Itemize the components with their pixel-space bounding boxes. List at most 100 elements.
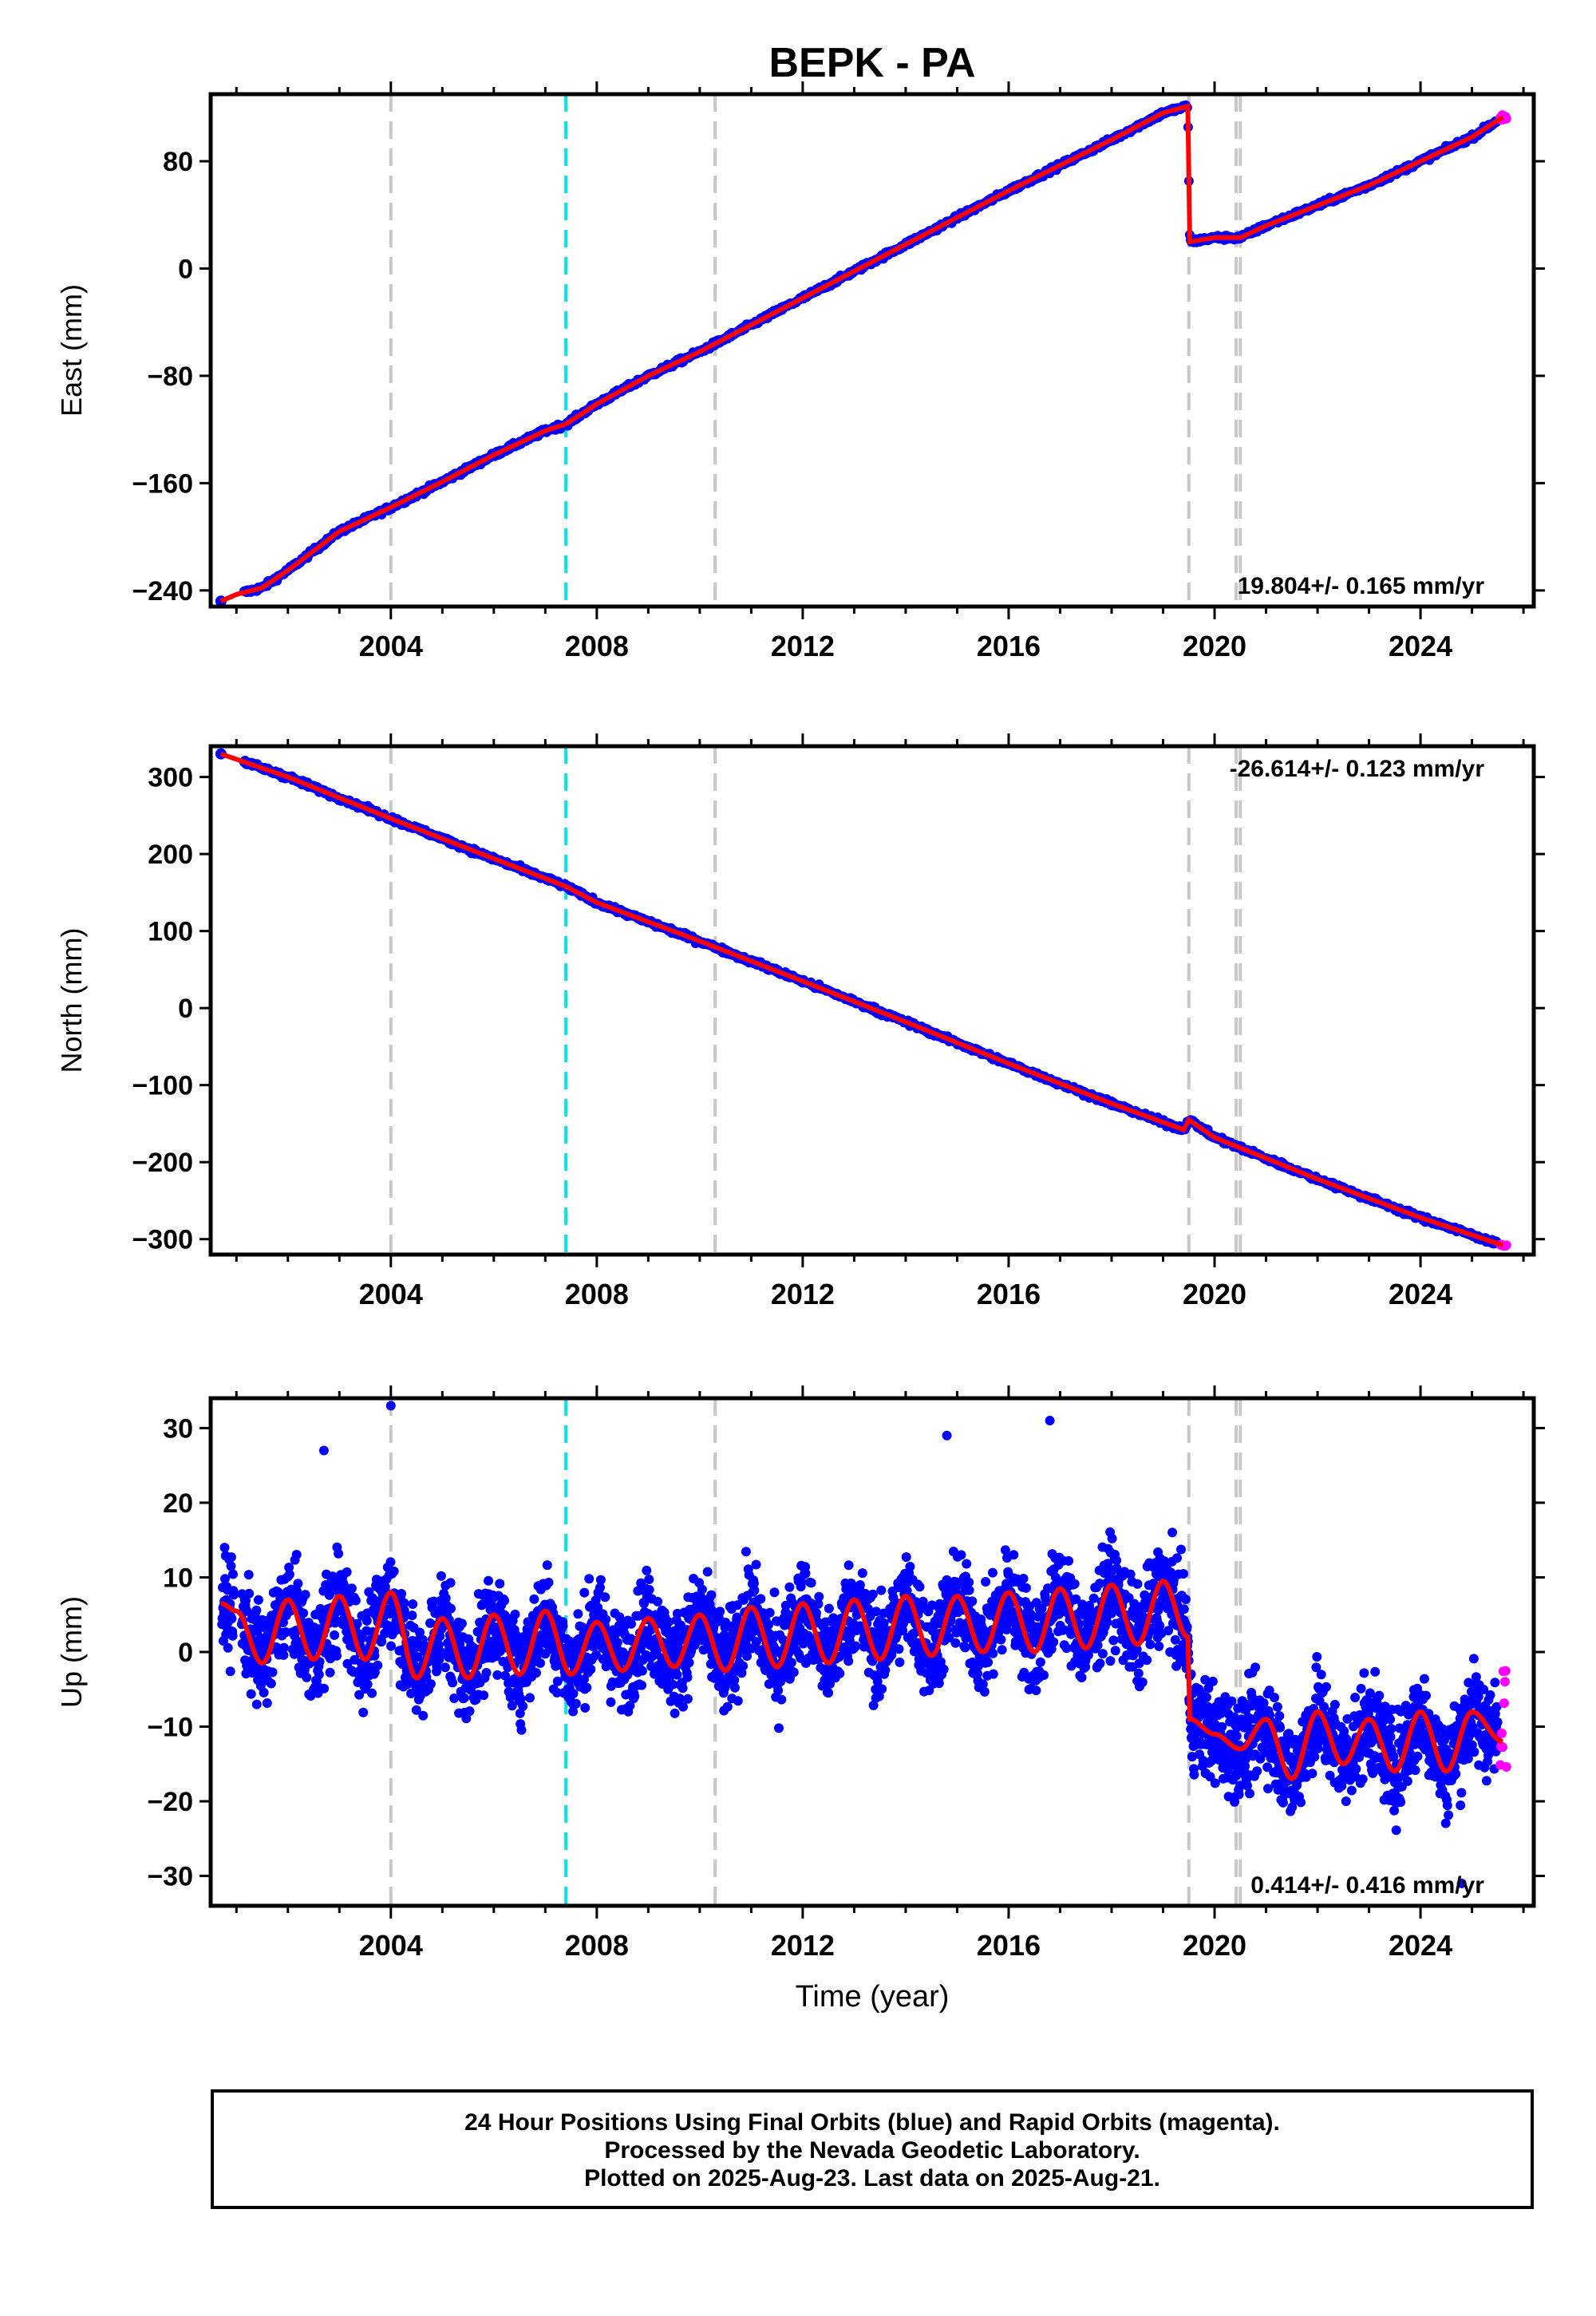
y-tick-label: −300 bbox=[132, 1225, 193, 1255]
data-point bbox=[242, 1606, 252, 1616]
data-point bbox=[612, 1638, 622, 1647]
data-point bbox=[479, 1690, 489, 1701]
data-point bbox=[279, 1650, 289, 1660]
data-point bbox=[484, 1575, 493, 1586]
data-point bbox=[729, 1675, 740, 1686]
data-point bbox=[525, 1693, 535, 1703]
rate-label: 19.804+/- 0.165 mm/yr bbox=[1238, 573, 1485, 599]
data-point bbox=[267, 1667, 278, 1678]
data-point bbox=[243, 1570, 254, 1580]
data-point bbox=[342, 1567, 352, 1577]
data-point bbox=[531, 1668, 541, 1678]
data-point bbox=[568, 1706, 579, 1717]
data-point bbox=[732, 1612, 742, 1622]
data-point bbox=[220, 1574, 230, 1584]
data-point bbox=[558, 1621, 568, 1631]
data-point bbox=[769, 1587, 780, 1598]
data-point bbox=[373, 1660, 383, 1670]
data-point bbox=[580, 1702, 591, 1713]
data-point bbox=[584, 1574, 595, 1584]
data-point bbox=[614, 1612, 625, 1622]
data-point bbox=[515, 1708, 525, 1718]
data-point bbox=[251, 1699, 262, 1709]
rapid-point bbox=[1501, 113, 1511, 124]
data-point bbox=[225, 1666, 235, 1677]
data-point bbox=[552, 1676, 563, 1686]
data-point bbox=[464, 1706, 475, 1717]
data-point bbox=[796, 1577, 807, 1587]
data-point bbox=[749, 1579, 759, 1588]
data-point bbox=[806, 1578, 816, 1588]
data-point bbox=[529, 1594, 539, 1604]
y-tick-label: −100 bbox=[132, 1071, 193, 1101]
y-tick-label: −80 bbox=[147, 362, 193, 392]
data-point bbox=[319, 1683, 330, 1694]
data-point bbox=[259, 1687, 269, 1697]
data-point bbox=[407, 1611, 417, 1621]
x-tick-label: 2008 bbox=[565, 630, 629, 662]
data-point bbox=[591, 1650, 601, 1660]
data-point bbox=[635, 1643, 646, 1654]
data-point bbox=[764, 1619, 773, 1630]
data-point bbox=[417, 1679, 427, 1690]
data-point bbox=[399, 1605, 409, 1615]
data-point bbox=[440, 1593, 451, 1603]
data-point bbox=[507, 1701, 517, 1711]
data-point bbox=[774, 1723, 784, 1733]
data-point bbox=[622, 1670, 633, 1680]
data-point bbox=[418, 1710, 429, 1721]
data-point bbox=[630, 1691, 640, 1701]
data-point bbox=[492, 1670, 503, 1680]
data-point bbox=[284, 1563, 294, 1572]
data-point bbox=[595, 1575, 606, 1585]
data-point bbox=[227, 1630, 238, 1641]
data-point bbox=[325, 1667, 335, 1678]
data-point bbox=[786, 1658, 796, 1668]
data-point bbox=[706, 1590, 717, 1600]
data-point bbox=[516, 1694, 526, 1704]
x-tick-label: 2016 bbox=[977, 1278, 1041, 1310]
rate-label: -26.614+/- 0.123 mm/yr bbox=[1230, 756, 1485, 782]
x-tick-label: 2012 bbox=[771, 1278, 835, 1310]
data-point bbox=[334, 1548, 344, 1559]
data-point bbox=[481, 1668, 492, 1678]
data-point bbox=[568, 1689, 579, 1698]
data-point bbox=[446, 1603, 456, 1614]
data-point bbox=[408, 1599, 418, 1609]
plot-area bbox=[217, 1398, 1511, 1906]
data-point bbox=[738, 1661, 749, 1671]
y-tick-label: 0 bbox=[178, 254, 193, 284]
data-point bbox=[776, 1694, 787, 1705]
data-point bbox=[601, 1614, 611, 1625]
data-point bbox=[518, 1701, 528, 1711]
data-point bbox=[571, 1698, 581, 1709]
data-point bbox=[389, 1566, 399, 1576]
data-point bbox=[477, 1599, 488, 1610]
data-point bbox=[579, 1587, 590, 1598]
data-point bbox=[516, 1725, 527, 1735]
data-point bbox=[219, 1543, 230, 1553]
data-point bbox=[433, 1640, 444, 1650]
data-point bbox=[262, 1698, 272, 1708]
y-tick-label: −160 bbox=[132, 468, 193, 499]
plot-area bbox=[215, 94, 1511, 607]
x-tick-label: 2020 bbox=[1183, 1278, 1246, 1310]
data-point bbox=[682, 1694, 693, 1704]
data-point bbox=[593, 1603, 603, 1613]
data-point bbox=[733, 1696, 743, 1706]
y-tick-label: 80 bbox=[163, 147, 193, 177]
data-point bbox=[266, 1678, 276, 1689]
data-point bbox=[253, 1595, 263, 1605]
data-point bbox=[291, 1550, 302, 1559]
model-line bbox=[219, 751, 1504, 1248]
data-point bbox=[637, 1666, 647, 1676]
data-point bbox=[678, 1683, 688, 1694]
data-point bbox=[542, 1560, 552, 1571]
data-point bbox=[397, 1589, 406, 1599]
panel-frame bbox=[208, 92, 1536, 609]
model-line bbox=[219, 103, 1504, 604]
data-point bbox=[600, 1592, 610, 1603]
